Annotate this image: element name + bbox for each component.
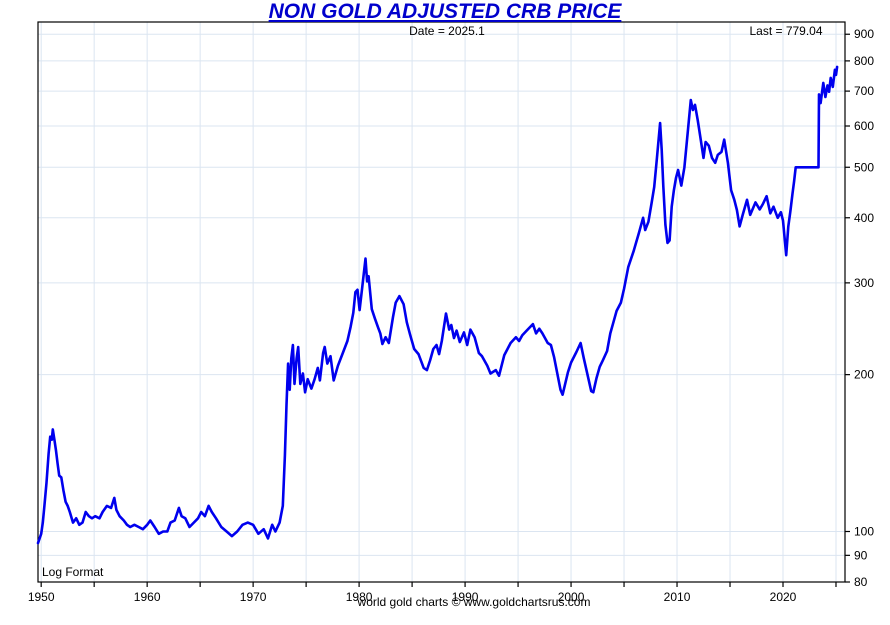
plot-border [37,21,846,583]
x-tick-label: 2020 [770,590,797,604]
log-format-label: Log Format [42,565,104,579]
x-tick-label: 1990 [452,590,479,604]
y-tick-label: 500 [854,160,874,174]
y-tick-label: 80 [854,575,868,589]
footer-credit: world gold charts © www.goldchartsrus.co… [357,595,591,609]
y-tick-label: 800 [854,54,874,68]
last-annotation: Last = 779.04 [749,24,823,38]
chart-title: NON GOLD ADJUSTED CRB PRICE [268,0,622,23]
x-tick-label: 1950 [28,590,55,604]
y-tick-label: 300 [854,276,874,290]
date-annotation: Date = 2025.1 [409,24,485,38]
x-tick-label: 1970 [240,590,267,604]
x-tick-label: 2010 [664,590,691,604]
y-tick-label: 900 [854,27,874,41]
y-tick-label: 200 [854,368,874,382]
y-tick-label: 600 [854,119,874,133]
x-tick-label: 1980 [346,590,373,604]
price-line [36,65,839,545]
y-tick-label: 100 [854,524,874,538]
x-tick-label: 2000 [558,590,585,604]
y-tick-label: 90 [854,548,868,562]
y-tick-label: 400 [854,211,874,225]
y-tick-label: 700 [854,84,874,98]
x-tick-label: 1960 [134,590,161,604]
